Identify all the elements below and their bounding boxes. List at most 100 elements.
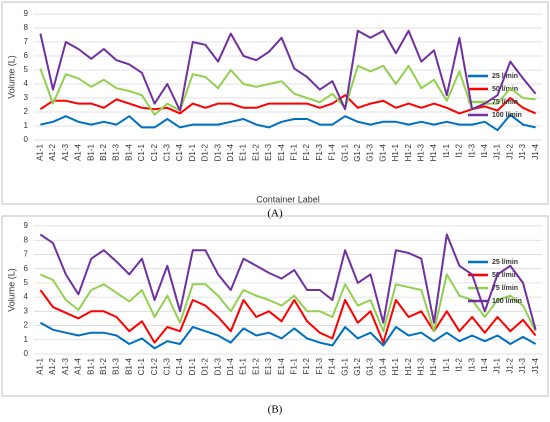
x-tick-label: D1-3 — [213, 143, 222, 161]
x-tick-label: I1-3 — [467, 357, 476, 371]
y-tick-label: 5 — [24, 278, 29, 287]
x-tick-label: E1-2 — [251, 357, 260, 374]
x-tick-label: B1-4 — [124, 357, 133, 374]
panel-caption: (B) — [268, 404, 283, 416]
x-tick-label: C1-4 — [175, 357, 184, 375]
x-tick-label: B1-1 — [86, 143, 95, 160]
y-tick-label: 8 — [24, 235, 29, 244]
panel-caption: (A) — [267, 208, 283, 220]
x-tick-label: B1-2 — [99, 143, 108, 160]
y-tick-label: 2 — [24, 107, 29, 116]
x-tick-label: B1-3 — [112, 143, 121, 160]
x-tick-label: J1-3 — [518, 143, 527, 159]
x-tick-label: H1-1 — [391, 143, 400, 161]
x-tick-label: H1-2 — [404, 143, 413, 161]
y-tick-label: 6 — [24, 51, 29, 60]
x-tick-label: J1-1 — [493, 143, 502, 159]
y-tick-label: 5 — [24, 65, 29, 74]
x-tick-label: J1-3 — [518, 357, 527, 373]
series-line — [39, 64, 536, 116]
series-line — [39, 94, 537, 115]
x-tick-label: I1-1 — [442, 143, 451, 157]
legend-label: 75 l/min — [492, 99, 518, 106]
x-tick-label: G1-2 — [353, 143, 362, 161]
x-tick-label: B1-3 — [112, 357, 121, 374]
x-tick-label: H1-4 — [429, 143, 438, 161]
x-tick-label: H1-4 — [429, 357, 438, 375]
x-tick-label: F1-2 — [302, 143, 311, 160]
x-tick-label: G1-3 — [366, 357, 375, 375]
x-tick-label: C1-3 — [162, 357, 171, 375]
x-tick-label: E1-3 — [264, 143, 273, 160]
series-line — [39, 233, 537, 331]
x-tick-label: G1-1 — [340, 357, 349, 375]
x-tick-label: F1-3 — [315, 143, 324, 160]
panel-frame — [1, 215, 549, 397]
x-tick-label: A1-4 — [74, 143, 83, 160]
y-tick-label: 1 — [24, 335, 29, 344]
x-tick-label: F1-2 — [302, 357, 311, 374]
x-tick-label: D1-1 — [188, 357, 197, 375]
y-tick-label: 8 — [24, 23, 29, 32]
x-tick-label: A1-4 — [74, 357, 83, 374]
x-tick-label: A1-2 — [48, 357, 57, 374]
x-tick-label: I1-1 — [442, 357, 451, 371]
y-tick-label: 7 — [24, 250, 29, 259]
x-tick-label: G1-2 — [353, 357, 362, 375]
legend-label: 50 l/min — [492, 86, 518, 93]
x-tick-label: F1-1 — [289, 357, 298, 374]
x-tick-label: G1-1 — [340, 143, 349, 161]
y-tick-label: 0 — [24, 135, 29, 144]
x-tick-label: B1-2 — [99, 357, 108, 374]
series-line — [39, 321, 537, 350]
y-tick-label: 0 — [24, 349, 29, 358]
x-tick-label: D1-2 — [201, 357, 210, 375]
x-tick-label: H1-1 — [391, 357, 400, 375]
legend-label: 100 l/min — [492, 298, 522, 305]
series-line — [40, 113, 536, 132]
x-tick-label: E1-4 — [277, 357, 286, 374]
x-tick-label: B1-4 — [124, 143, 133, 160]
x-tick-label: E1-2 — [251, 143, 260, 160]
panel-frame — [1, 1, 549, 205]
x-tick-label: A1-1 — [35, 357, 44, 374]
x-tick-label: E1-4 — [277, 143, 286, 160]
y-tick-label: 9 — [24, 221, 29, 230]
x-tick-label: C1-3 — [162, 143, 171, 161]
x-tick-label: E1-3 — [264, 357, 273, 374]
x-tick-label: C1-4 — [175, 143, 184, 161]
legend-label: 25 l/min — [492, 259, 518, 266]
y-tick-label: 2 — [24, 321, 29, 330]
x-tick-label: A1-1 — [35, 143, 44, 160]
x-tick-label: D1-2 — [201, 143, 210, 161]
x-tick-label: F1-4 — [328, 143, 337, 160]
legend-label: 50 l/min — [492, 272, 518, 279]
x-tick-label: G1-3 — [366, 143, 375, 161]
x-tick-label: J1-2 — [505, 357, 514, 373]
y-tick-label: 6 — [24, 264, 29, 273]
y-tick-label: 3 — [24, 306, 29, 315]
x-tick-label: J1-4 — [531, 143, 540, 159]
series-line — [39, 29, 537, 112]
x-tick-label: E1-1 — [239, 143, 248, 160]
y-tick-label: 4 — [24, 292, 29, 301]
x-tick-label: C1-1 — [137, 143, 146, 161]
x-tick-label: H1-2 — [404, 357, 413, 375]
series-line — [39, 273, 537, 333]
x-tick-label: I1-2 — [455, 357, 464, 371]
x-tick-label: C1-2 — [150, 143, 159, 161]
y-axis-title: Volume (L) — [6, 268, 16, 312]
y-axis-title: Volume (L) — [6, 55, 16, 99]
y-tick-label: 9 — [24, 9, 29, 18]
y-tick-label: 7 — [24, 37, 29, 46]
x-tick-label: B1-1 — [86, 357, 95, 374]
x-tick-label: C1-1 — [137, 357, 146, 375]
x-tick-label: J1-2 — [505, 143, 514, 159]
y-tick-label: 4 — [24, 79, 29, 88]
x-tick-label: J1-4 — [531, 357, 540, 373]
x-tick-label: H1-3 — [416, 143, 425, 161]
x-tick-label: E1-1 — [239, 357, 248, 374]
series-line — [39, 289, 537, 344]
x-tick-label: H1-3 — [416, 357, 425, 375]
